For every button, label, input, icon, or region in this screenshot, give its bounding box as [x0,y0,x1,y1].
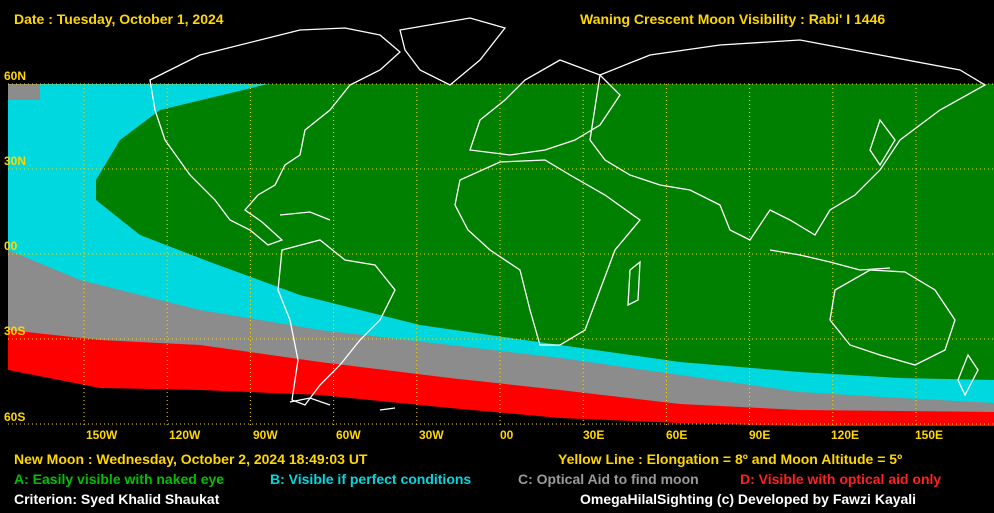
criterion-label: Criterion: Syed Khalid Shaukat [14,491,220,507]
lon-label-120e: 120E [831,428,860,442]
coastline-europe [469,59,621,156]
lon-label-60w: 60W [336,428,361,442]
lon-label-150w: 150W [86,428,118,442]
lat-label-60n: 60N [4,69,27,83]
coastline-australia [829,269,956,366]
lon-label-150e: 150E [915,428,944,442]
lat-label-30s: 30S [4,324,26,338]
zone-a [96,84,994,380]
legend-b: B: Visible if perfect conditions [270,471,472,487]
new-moon-label: New Moon : Wednesday, October 2, 2024 18… [14,451,368,467]
coastline-antarctic [289,397,396,411]
lat-label-60s: 60S [4,410,26,424]
lon-label-90w: 90W [253,428,278,442]
yellow-line-label: Yellow Line : Elongation = 8º and Moon A… [558,451,903,467]
lat-label-30n: 30N [4,154,27,168]
lat-label-00: 00 [4,239,18,253]
coastline-madagascar [627,260,641,307]
coastline-asia [589,39,987,241]
coastline-north-america [149,27,401,246]
legend-d: D: Visible with optical aid only [740,471,942,487]
lon-label-00: 00 [500,428,514,442]
legend-c: C: Optical Aid to find moon [518,471,699,487]
lon-label-120w: 120W [169,428,201,442]
coastline-south-america [277,239,396,406]
zone-none-south [8,370,994,426]
zone-c-north [8,84,40,100]
lon-label-30w: 30W [419,428,444,442]
coastline-japan [869,118,896,167]
lon-label-60e: 60E [666,428,688,442]
lon-label-30e: 30E [583,428,605,442]
coastline-new-zealand [957,353,979,397]
coastline-greenland [399,17,507,86]
coastline-africa [454,159,641,346]
date-label: Date : Tuesday, October 1, 2024 [14,11,224,27]
lon-label-90e: 90E [749,428,771,442]
coastline-caribbean [279,211,331,221]
map-title: Waning Crescent Moon Visibility : Rabi' … [580,11,886,27]
coastline-indonesia [769,249,891,271]
credit-label: OmegaHilalSighting (c) Developed by Fawz… [580,491,917,507]
legend-a: A: Easily visible with naked eye [14,471,225,487]
